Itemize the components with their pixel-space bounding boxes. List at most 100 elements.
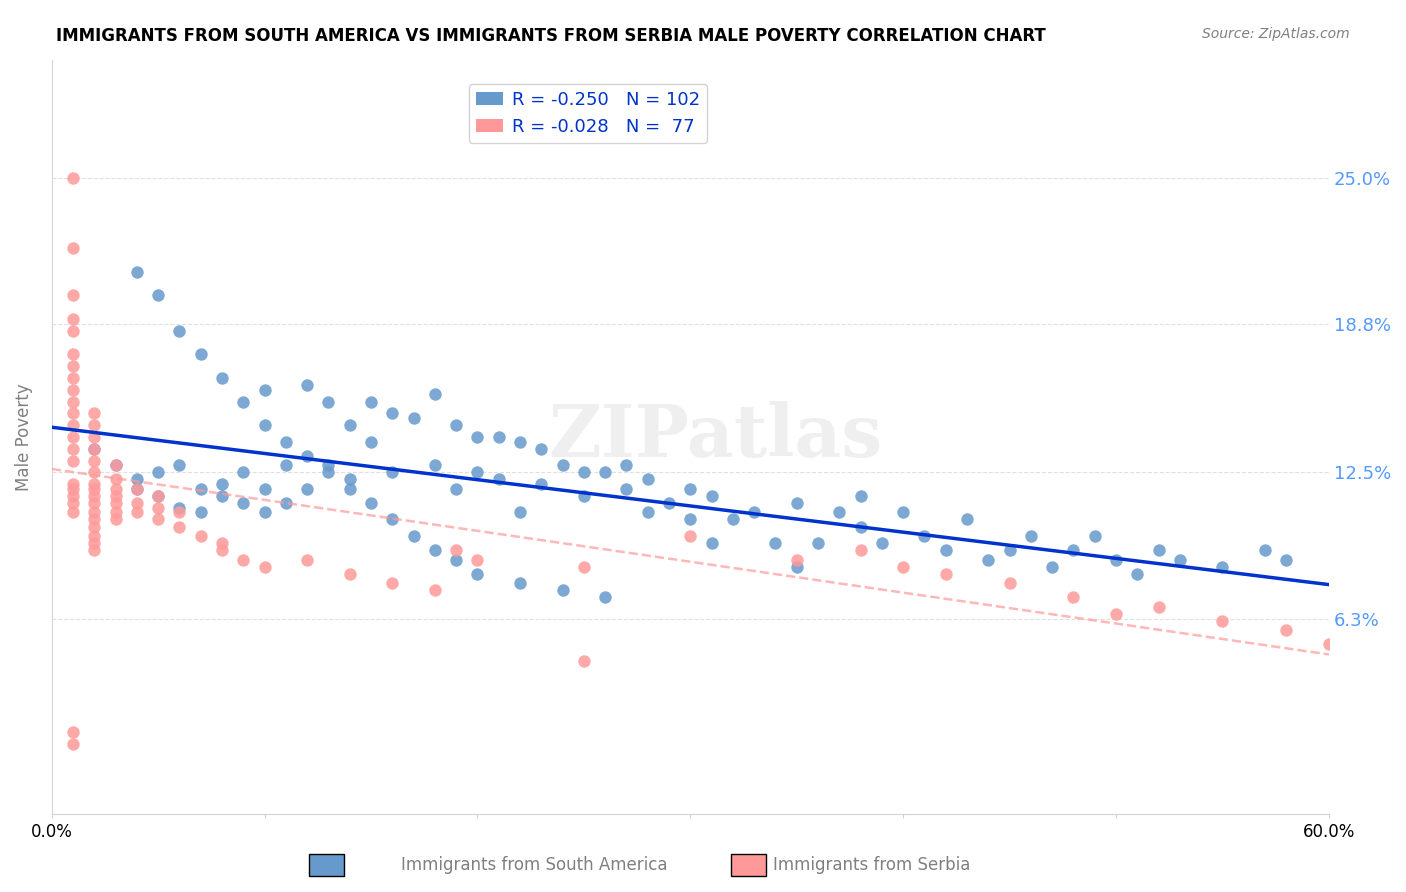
Point bbox=[360, 394, 382, 409]
Point bbox=[467, 552, 489, 566]
Point bbox=[211, 489, 233, 503]
Point bbox=[104, 472, 127, 486]
Point bbox=[211, 536, 233, 550]
Point bbox=[360, 496, 382, 510]
Y-axis label: Male Poverty: Male Poverty bbox=[15, 384, 32, 491]
Point bbox=[935, 566, 957, 581]
Point bbox=[253, 482, 276, 496]
Text: Immigrants from South America: Immigrants from South America bbox=[401, 856, 668, 874]
Point bbox=[339, 482, 361, 496]
Point bbox=[83, 406, 105, 420]
Point bbox=[1105, 552, 1128, 566]
Point bbox=[232, 466, 254, 480]
Point bbox=[616, 482, 638, 496]
Point bbox=[679, 529, 702, 543]
Point bbox=[1062, 591, 1084, 605]
Point bbox=[104, 482, 127, 496]
Point bbox=[530, 442, 553, 456]
Point bbox=[83, 430, 105, 444]
Point bbox=[62, 496, 84, 510]
Point bbox=[1147, 543, 1170, 558]
Point bbox=[1317, 638, 1340, 652]
Point bbox=[190, 347, 212, 361]
Point bbox=[83, 453, 105, 467]
Point bbox=[849, 489, 872, 503]
Point bbox=[62, 482, 84, 496]
Point bbox=[62, 418, 84, 433]
Text: ZIPatlas: ZIPatlas bbox=[548, 401, 883, 473]
Point bbox=[849, 519, 872, 533]
Point bbox=[148, 500, 170, 515]
Point bbox=[83, 529, 105, 543]
Point bbox=[914, 529, 936, 543]
Point bbox=[935, 543, 957, 558]
Point bbox=[423, 543, 446, 558]
Point bbox=[62, 241, 84, 255]
Point bbox=[467, 566, 489, 581]
Point bbox=[148, 512, 170, 526]
Legend: R = -0.250   N = 102, R = -0.028   N =  77: R = -0.250 N = 102, R = -0.028 N = 77 bbox=[468, 84, 707, 144]
Point bbox=[62, 288, 84, 302]
Point bbox=[232, 496, 254, 510]
Point bbox=[700, 489, 723, 503]
Point bbox=[104, 458, 127, 473]
Point bbox=[211, 477, 233, 491]
Point bbox=[295, 449, 318, 463]
Point bbox=[402, 529, 425, 543]
Point bbox=[62, 406, 84, 420]
Point bbox=[62, 359, 84, 374]
Point bbox=[169, 519, 191, 533]
Point bbox=[891, 505, 914, 519]
Point bbox=[891, 559, 914, 574]
Point bbox=[679, 482, 702, 496]
Point bbox=[83, 442, 105, 456]
Point bbox=[381, 512, 404, 526]
Point bbox=[62, 324, 84, 338]
Point bbox=[807, 536, 830, 550]
Point bbox=[295, 552, 318, 566]
Point bbox=[1275, 552, 1298, 566]
Point bbox=[381, 406, 404, 420]
Point bbox=[721, 512, 744, 526]
Point bbox=[870, 536, 893, 550]
Point bbox=[83, 482, 105, 496]
Point bbox=[125, 482, 148, 496]
Point bbox=[381, 466, 404, 480]
Point bbox=[637, 505, 659, 519]
Point bbox=[444, 543, 467, 558]
Point bbox=[339, 566, 361, 581]
Point bbox=[169, 500, 191, 515]
Point bbox=[1105, 607, 1128, 621]
Point bbox=[444, 482, 467, 496]
Point bbox=[765, 536, 787, 550]
Point bbox=[83, 477, 105, 491]
Text: IMMIGRANTS FROM SOUTH AMERICA VS IMMIGRANTS FROM SERBIA MALE POVERTY CORRELATION: IMMIGRANTS FROM SOUTH AMERICA VS IMMIGRA… bbox=[56, 27, 1046, 45]
Point bbox=[637, 472, 659, 486]
Point bbox=[190, 482, 212, 496]
Point bbox=[190, 529, 212, 543]
Point bbox=[83, 466, 105, 480]
Point bbox=[62, 724, 84, 739]
Point bbox=[318, 394, 340, 409]
Point bbox=[104, 496, 127, 510]
Point bbox=[402, 411, 425, 425]
Point bbox=[62, 394, 84, 409]
Point bbox=[1211, 559, 1233, 574]
Point bbox=[509, 505, 531, 519]
Point bbox=[849, 543, 872, 558]
Point bbox=[211, 371, 233, 385]
Point bbox=[83, 505, 105, 519]
Point bbox=[1211, 614, 1233, 628]
Point bbox=[62, 453, 84, 467]
Point bbox=[1168, 552, 1191, 566]
Point bbox=[658, 496, 681, 510]
Point bbox=[83, 496, 105, 510]
Point bbox=[572, 559, 595, 574]
Point bbox=[83, 442, 105, 456]
Point bbox=[509, 576, 531, 591]
Point bbox=[125, 472, 148, 486]
Point bbox=[551, 583, 574, 598]
Point bbox=[488, 472, 510, 486]
Text: Source: ZipAtlas.com: Source: ZipAtlas.com bbox=[1202, 27, 1350, 41]
Point bbox=[1040, 559, 1063, 574]
